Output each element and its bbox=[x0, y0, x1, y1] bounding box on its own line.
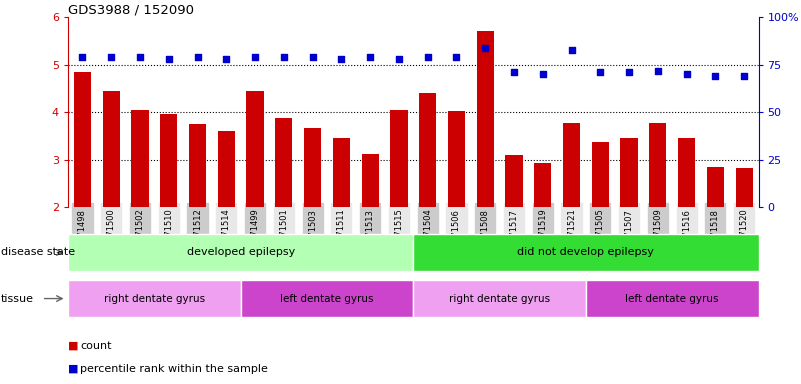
Bar bbox=[332, 139, 350, 207]
Bar bbox=[390, 110, 408, 207]
Bar bbox=[621, 139, 638, 207]
Text: disease state: disease state bbox=[1, 247, 75, 258]
Bar bbox=[413, 234, 759, 271]
Bar bbox=[361, 154, 379, 207]
Bar bbox=[448, 111, 465, 207]
Point bbox=[76, 54, 89, 60]
Point bbox=[105, 54, 118, 60]
Bar bbox=[650, 123, 666, 207]
Bar bbox=[419, 93, 437, 207]
Text: developed epilepsy: developed epilepsy bbox=[187, 247, 295, 258]
Bar bbox=[218, 131, 235, 207]
Bar bbox=[276, 119, 292, 207]
Point bbox=[479, 45, 492, 51]
Bar bbox=[563, 123, 580, 207]
Bar bbox=[735, 169, 753, 207]
Text: left dentate gyrus: left dentate gyrus bbox=[626, 293, 719, 304]
Bar bbox=[103, 91, 120, 207]
Text: GDS3988 / 152090: GDS3988 / 152090 bbox=[68, 3, 194, 16]
Bar bbox=[160, 114, 177, 207]
Point bbox=[450, 54, 463, 60]
Text: ■: ■ bbox=[68, 364, 78, 374]
Point bbox=[306, 54, 319, 60]
Bar bbox=[592, 142, 609, 207]
Bar bbox=[678, 139, 695, 207]
Point bbox=[364, 54, 376, 60]
Point bbox=[277, 54, 290, 60]
Bar bbox=[413, 280, 586, 317]
Bar bbox=[304, 128, 321, 207]
Bar bbox=[68, 280, 240, 317]
Bar bbox=[131, 110, 149, 207]
Text: right dentate gyrus: right dentate gyrus bbox=[104, 293, 205, 304]
Point bbox=[191, 54, 204, 60]
Point bbox=[651, 68, 664, 74]
Point bbox=[622, 70, 635, 76]
Point bbox=[421, 54, 434, 60]
Bar bbox=[74, 72, 91, 207]
Bar bbox=[505, 155, 522, 207]
Text: percentile rank within the sample: percentile rank within the sample bbox=[80, 364, 268, 374]
Point bbox=[537, 71, 549, 78]
Point bbox=[680, 71, 693, 78]
Bar bbox=[68, 234, 413, 271]
Bar bbox=[247, 91, 264, 207]
Point bbox=[566, 46, 578, 53]
Point bbox=[709, 73, 722, 79]
Point bbox=[335, 56, 348, 62]
Point bbox=[248, 54, 261, 60]
Bar bbox=[706, 167, 724, 207]
Bar bbox=[477, 31, 494, 207]
Point bbox=[134, 54, 147, 60]
Bar bbox=[586, 280, 759, 317]
Point bbox=[163, 56, 175, 62]
Point bbox=[392, 56, 405, 62]
Point bbox=[738, 73, 751, 79]
Bar bbox=[534, 163, 551, 207]
Text: count: count bbox=[80, 341, 111, 351]
Bar bbox=[240, 280, 413, 317]
Point bbox=[508, 70, 521, 76]
Point bbox=[220, 56, 233, 62]
Bar bbox=[189, 124, 206, 207]
Text: tissue: tissue bbox=[1, 293, 34, 304]
Text: right dentate gyrus: right dentate gyrus bbox=[449, 293, 550, 304]
Text: did not develop epilepsy: did not develop epilepsy bbox=[517, 247, 654, 258]
Point bbox=[594, 70, 606, 76]
Text: ■: ■ bbox=[68, 341, 78, 351]
Text: left dentate gyrus: left dentate gyrus bbox=[280, 293, 374, 304]
